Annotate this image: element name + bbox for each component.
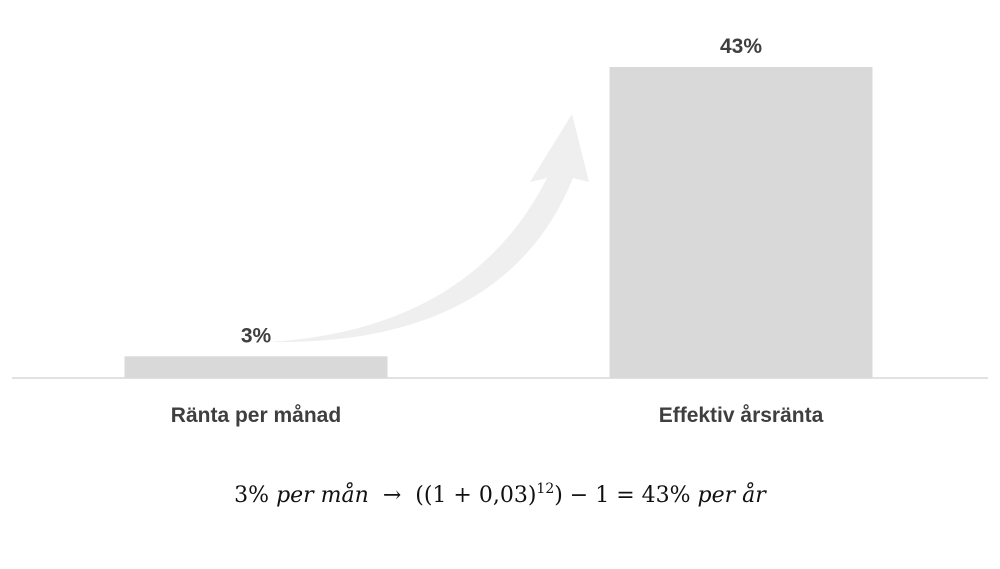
formula-part: per mån (269, 481, 369, 508)
category-label: Effektiv årsränta (659, 404, 824, 427)
formula-part: 3% (234, 483, 269, 508)
formula-part: → (369, 483, 415, 508)
bar (609, 67, 873, 378)
formula-part: ) − 1 = 43% (554, 483, 690, 508)
value-label: 3% (241, 324, 272, 347)
value-label: 43% (720, 35, 762, 58)
category-label: Ränta per månad (171, 404, 341, 427)
formula-part: 12 (536, 481, 554, 497)
growth-arrow (268, 114, 589, 343)
formula: 3% per mån → ((1 + 0,03)12) − 1 = 43% pe… (234, 481, 767, 508)
formula-part: per år (691, 481, 768, 508)
formula-part: ((1 + 0,03) (415, 483, 536, 508)
bar (124, 356, 388, 378)
